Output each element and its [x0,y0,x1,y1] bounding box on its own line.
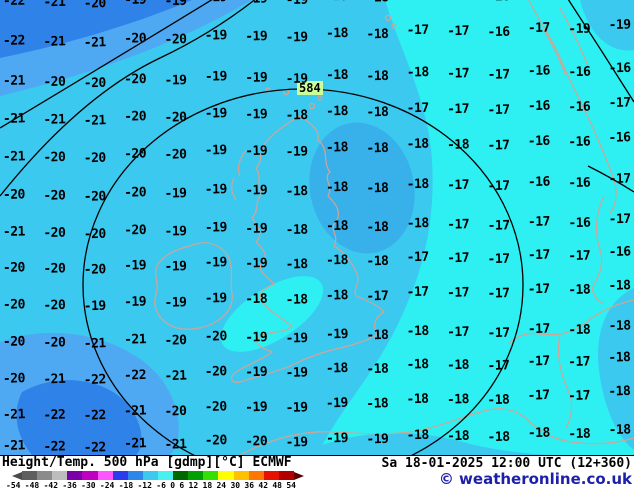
colorbar-tick: 24 [216,481,227,490]
colorbar-segment [22,471,38,480]
contour-line-top-right [567,0,634,103]
colorbar-tick: -54 [6,481,21,490]
colorbar-segment [188,471,204,480]
coast-norway [528,0,617,215]
contour-line-top-left [0,0,213,129]
temp-band-blue-top-left [0,0,192,58]
colorbar-tick: -30 [81,481,96,490]
colorbar-tick: -48 [24,481,40,490]
colorbar-segment [248,471,264,480]
colorbar-segment [97,471,113,480]
colorbar-left-arrow-icon [12,471,22,480]
coast-ireland [154,242,233,330]
map-graphics [0,0,634,455]
colorbar-right-arrow-icon [294,471,304,480]
temp-patch-bottom-middle [300,433,560,455]
colorbar-segment [263,471,279,480]
copyright-link[interactable]: © weatheronline.co.uk [438,470,632,488]
island-shetland-2 [391,23,397,29]
coastlines [154,0,634,455]
island-orkney-2 [317,95,323,101]
colorbar-segment [127,471,143,480]
colorbar [12,471,342,480]
colorbar-ticks: -54 -48 -42 -36 -30 -24 -18 -12 -6 0 6 12 18 24 30 36 42… [6,481,296,490]
colorbar-tick: -12 [137,481,152,490]
contour-line-right-edge [587,165,634,193]
colorbar-segment [142,471,158,480]
colorbar-segment [157,471,174,480]
colorbar-segment [218,471,234,480]
colorbar-tick: 12 [188,481,199,490]
colorbar-tick: 0 [170,481,176,490]
colorbar-tick: 36 [244,481,255,490]
colorbar-tick: -24 [99,481,115,490]
colorbar-tick: 18 [202,481,213,490]
colorbar-tick: -42 [43,481,59,490]
chart-title: Height/Temp. 500 hPa [gdmp][°C] ECMWF [2,455,292,470]
colorbar-tick: 54 [286,481,296,490]
coast-france-belgium [238,408,634,455]
colorbar-tick: 42 [258,481,269,490]
island-orkney [308,102,316,110]
colorbar-tick: -6 [156,481,166,490]
colorbar-segment [67,471,83,480]
coast-netherlands-germany [507,299,634,429]
colorbar-segment [52,471,68,480]
colorbar-tick: 48 [272,481,282,490]
colorbar-segment [82,471,98,480]
contour-label-584: 584 [297,81,323,95]
temp-patch-top-right [580,0,634,51]
temp-patch-bottom-right [597,288,634,450]
colorbar-segments [22,471,294,480]
temp-patch-north-sea [309,122,415,254]
contour-line-top-left-2 [0,0,256,197]
footer-left: Height/Temp. 500 hPa [gdmp][°C] ECMWF -5… [2,456,342,490]
coast-great-britain [231,115,385,383]
island-hebrides [231,149,247,201]
island-shetland [384,14,392,22]
colorbar-tick: 6 [179,481,185,490]
footer-bar: Height/Temp. 500 hPa [gdmp][°C] ECMWF -5… [0,455,634,490]
coast-norway-fjords [543,7,589,77]
colorbar-segment [233,471,249,480]
colorbar-segment [112,471,128,480]
temp-patch-bright-wales [220,276,324,352]
valid-datetime: Sa 18-01-2025 12:00 UTC (12+360) [381,456,632,471]
coast-denmark [592,195,605,305]
colorbar-segment [173,471,189,480]
colorbar-segment [278,471,294,480]
colorbar-tick: 30 [230,481,241,490]
colorbar-tick: -36 [62,481,77,490]
weather-map: 584 -22-21-20-19-19-19-19-19-19-18-18-18… [0,0,634,455]
colorbar-segment [203,471,219,480]
colorbar-tick: -18 [118,481,134,490]
temp-band-mid-cyan [0,0,433,455]
temp-blob-blue-bottom-left [16,380,142,455]
colorbar-segment [37,471,53,480]
footer-right: Sa 18-01-2025 12:00 UTC (12+360) © weath… [382,456,632,490]
